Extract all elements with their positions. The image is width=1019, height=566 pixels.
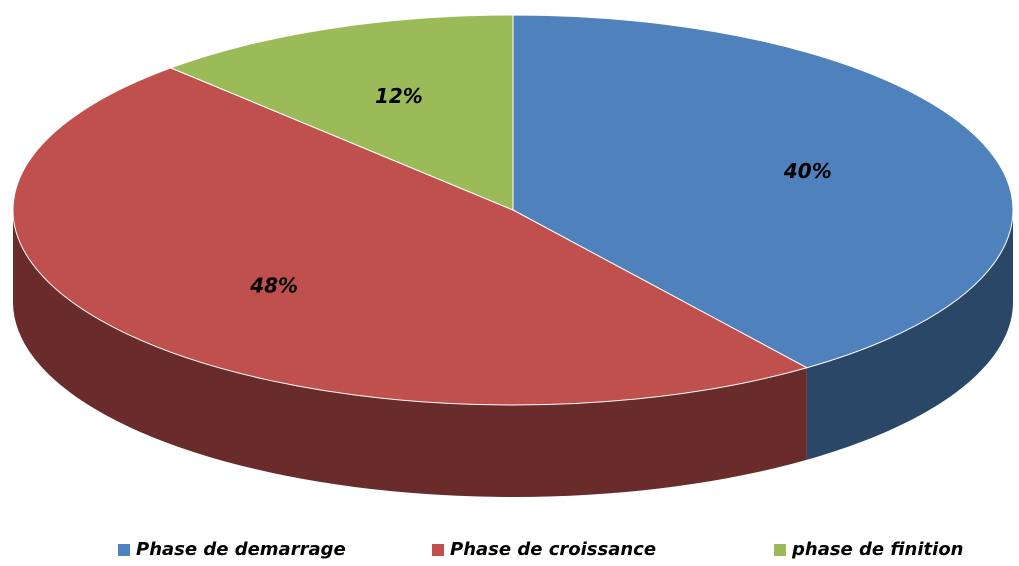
data-label: 12% (375, 84, 423, 108)
slice-side (806, 210, 1013, 460)
legend-swatch (432, 544, 444, 556)
slice-side (13, 210, 807, 497)
legend-label: phase de finition (791, 539, 964, 560)
legend-swatch (118, 544, 130, 556)
legend-swatch (774, 544, 786, 556)
data-label: 48% (249, 274, 298, 298)
legend-label: Phase de croissance (450, 539, 656, 560)
legend-label: Phase de demarrage (136, 539, 346, 560)
slice (169, 14, 514, 211)
slice (12, 67, 809, 406)
data-label: 40% (783, 159, 832, 183)
slice (512, 14, 1014, 369)
